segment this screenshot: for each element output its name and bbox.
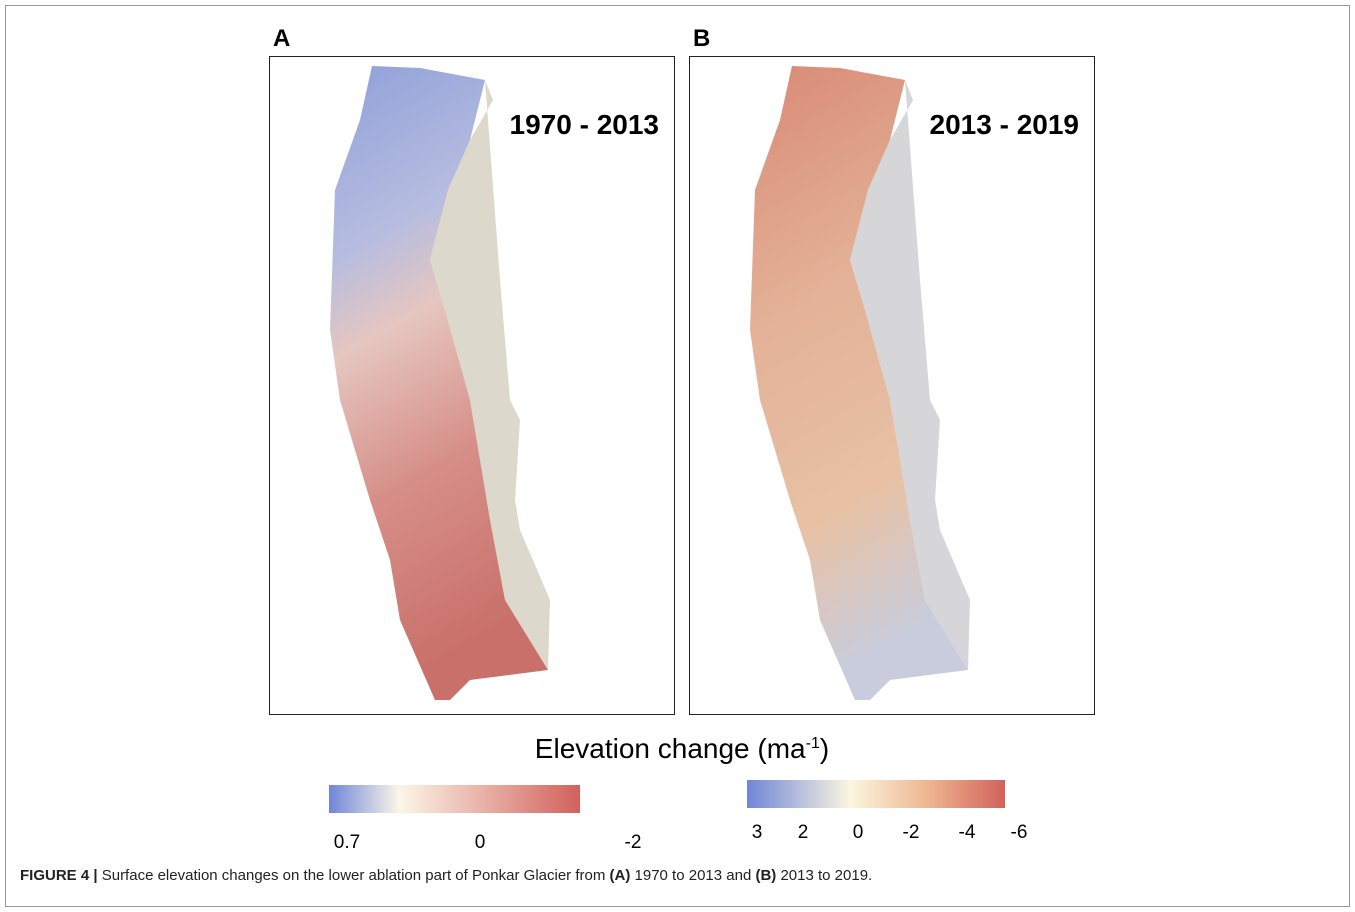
colorbar-tick-label: 0.7 xyxy=(334,832,360,853)
colorbar-tick-label: -6 xyxy=(1011,822,1028,843)
caption-ref: (A) xyxy=(609,867,631,884)
colorbar-tick-label: -2 xyxy=(625,832,642,853)
period-label: 2013 - 2019 xyxy=(930,109,1079,140)
legend-title-text: Elevation change (ma xyxy=(535,733,806,764)
panel-letter: B xyxy=(693,25,710,52)
legend-title-close: ) xyxy=(820,733,829,764)
figure-frame xyxy=(5,5,1350,907)
colorbar-tick-label: -4 xyxy=(959,822,976,843)
caption-ref: (B) xyxy=(755,867,777,884)
colorbar xyxy=(747,780,1005,808)
caption-text: 2013 to 2019. xyxy=(780,867,873,884)
colorbar xyxy=(329,785,580,813)
panel-letter: A xyxy=(273,25,290,52)
colorbar-tick-label: 0 xyxy=(475,832,486,853)
caption-text: Surface elevation changes on the lower a… xyxy=(101,867,606,884)
period-label: 1970 - 2013 xyxy=(510,109,659,140)
colorbar-tick-label: 2 xyxy=(798,822,809,843)
caption-text: 1970 to 2013 and xyxy=(634,867,752,884)
caption-label: FIGURE 4 | xyxy=(20,867,98,884)
caption: FIGURE 4 | Surface elevation changes on … xyxy=(20,867,872,884)
colorbar-tick-label: -2 xyxy=(903,822,920,843)
colorbar-tick-label: 0 xyxy=(853,822,864,843)
colorbar-tick-label: 3 xyxy=(752,822,763,843)
legend-title: Elevation change (ma-1) xyxy=(535,733,829,764)
legend-title-superscript: -1 xyxy=(806,735,820,752)
glacier-map xyxy=(750,66,970,700)
glacier-map xyxy=(330,66,550,700)
